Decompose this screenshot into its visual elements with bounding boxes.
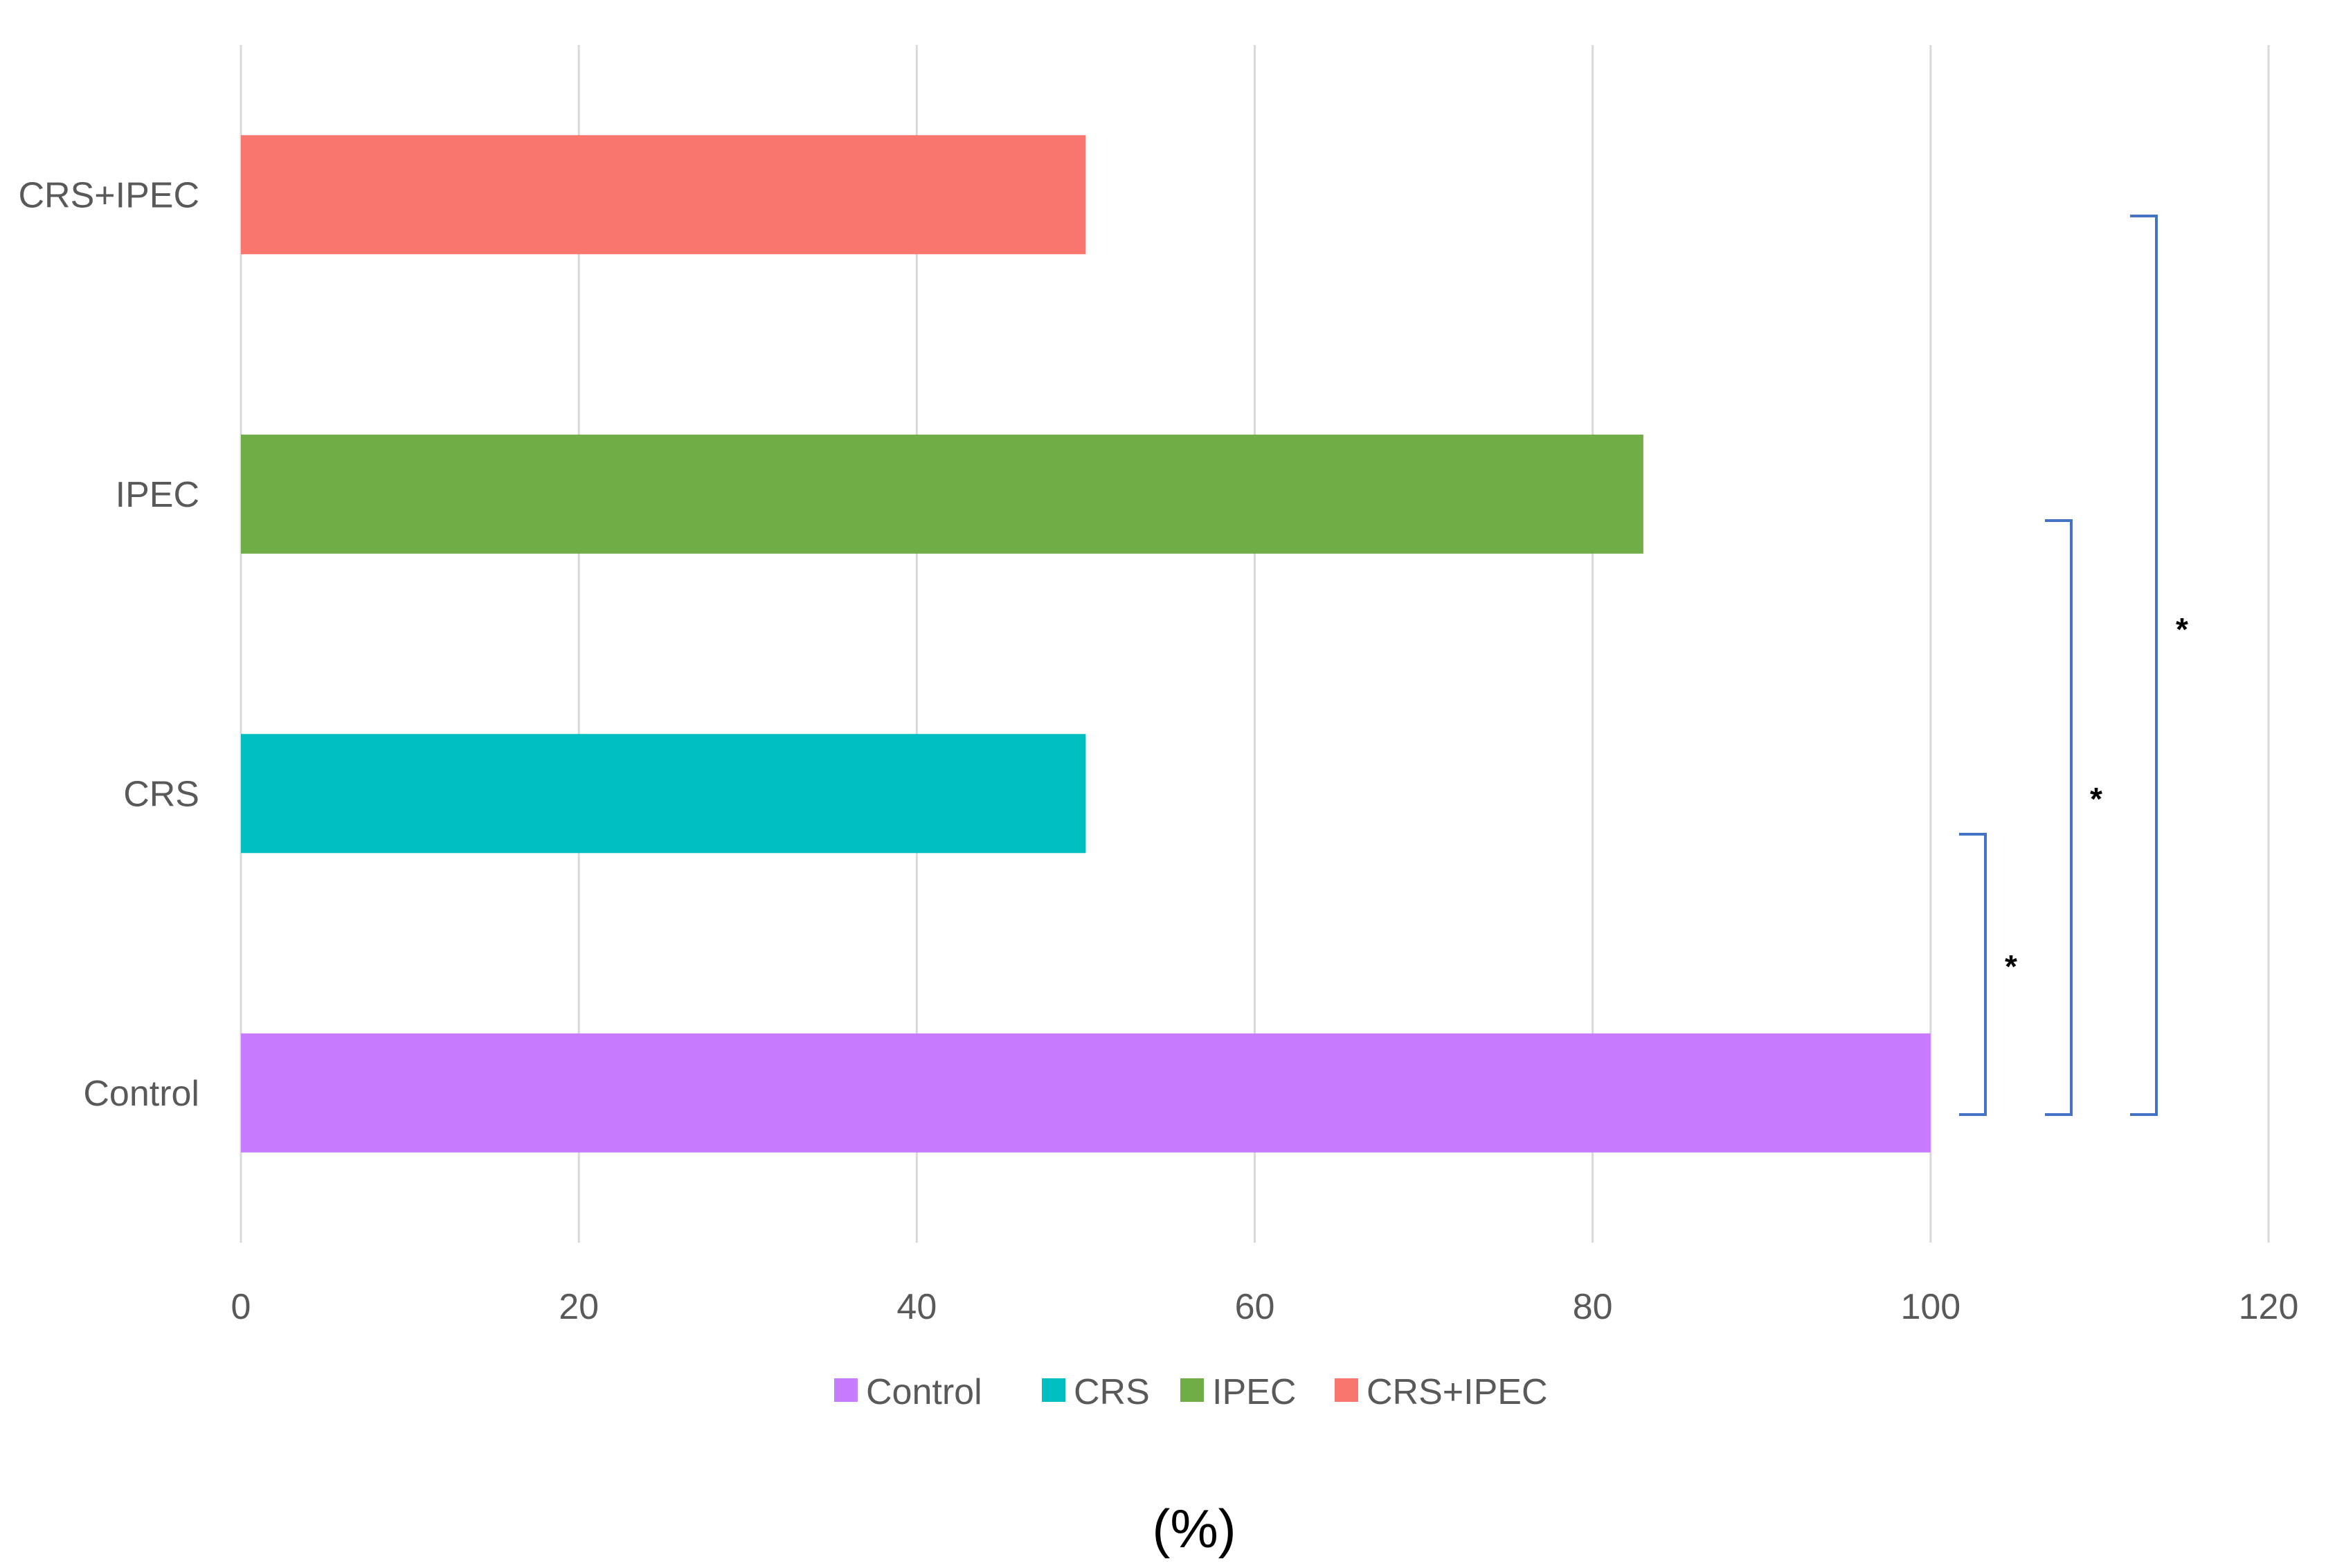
x-tick-labels: 0 20 40 60 80 100 120 — [231, 1287, 2299, 1327]
legend-swatch — [1180, 1378, 1204, 1402]
category-label: CRS+IPEC — [18, 175, 199, 215]
significance-bracket — [2130, 215, 2158, 1116]
significance-bracket — [2045, 519, 2073, 1116]
legend-label: CRS — [1074, 1372, 1150, 1412]
bar-crs-ipec — [241, 135, 1086, 255]
legend: Control CRS IPEC CRS+IPEC — [834, 1372, 1548, 1412]
significance-bracket — [1959, 833, 1987, 1116]
category-labels: Control CRS IPEC CRS+IPEC — [18, 175, 199, 1114]
legend-swatch — [1042, 1378, 1065, 1402]
x-tick-label: 20 — [559, 1287, 599, 1327]
significance-marker: * — [2090, 781, 2102, 817]
legend-swatch — [834, 1378, 858, 1402]
x-tick-label: 40 — [896, 1287, 937, 1327]
category-label: Control — [83, 1074, 199, 1114]
x-axis-title: (%) — [1152, 1498, 1236, 1559]
legend-label: IPEC — [1212, 1372, 1296, 1412]
bar-control — [241, 1033, 1931, 1153]
bar-ipec — [241, 434, 1643, 554]
x-tick-label: 60 — [1235, 1287, 1275, 1327]
bar-crs — [241, 734, 1086, 854]
significance-marker: * — [2005, 948, 2017, 984]
legend-label: CRS+IPEC — [1367, 1372, 1548, 1412]
category-label: IPEC — [116, 475, 199, 515]
significance-brackets: * * * — [1959, 215, 2188, 1116]
significance-marker: * — [2176, 611, 2188, 647]
x-tick-label: 0 — [231, 1287, 251, 1327]
category-label: CRS — [123, 774, 199, 814]
legend-swatch — [1335, 1378, 1358, 1402]
legend-label: Control — [866, 1372, 982, 1412]
bars — [241, 135, 1931, 1153]
x-tick-label: 120 — [2239, 1287, 2299, 1327]
x-tick-label: 80 — [1573, 1287, 1613, 1327]
x-tick-label: 100 — [1900, 1287, 1960, 1327]
